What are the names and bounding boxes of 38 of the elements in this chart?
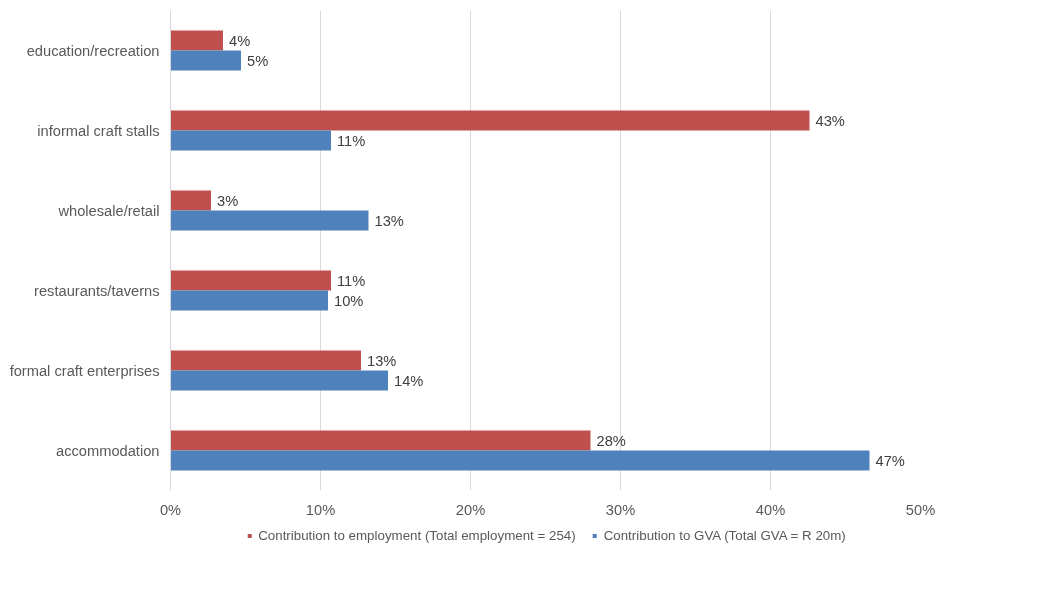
y-tick-label: accommodation [56,442,160,459]
y-tick-label: wholesale/retail [57,202,160,219]
bar [170,370,388,391]
data-label: 3% [217,192,239,209]
x-tick-label: 30% [605,501,636,518]
data-label: 5% [247,52,269,69]
data-label: 4% [229,32,251,49]
bar [170,210,369,231]
data-label: 13% [367,352,397,369]
data-label: 28% [596,432,626,449]
data-label: 11% [337,272,366,289]
bar [170,290,328,311]
data-label: 13% [374,212,404,229]
legend-label: Contribution to GVA (Total GVA = R 20m) [603,527,846,543]
bar [170,430,591,451]
y-tick-label: formal craft enterprises [9,362,160,379]
bar [170,450,870,471]
data-label: 14% [394,372,424,389]
bar [170,110,810,131]
bar [170,270,331,291]
bar [170,50,241,71]
data-label: 43% [815,112,845,129]
x-tick-label: 20% [455,501,486,518]
bar [170,130,331,151]
data-label: 10% [334,292,364,309]
x-tick-label: 40% [755,501,786,518]
bar [170,30,223,51]
legend-label: Contribution to employment (Total employment = 254) [258,527,576,543]
x-tick-label: 10% [305,501,336,518]
data-label: 47% [875,452,905,469]
data-label: 11% [337,132,366,149]
y-tick-label: education/recreation [26,42,160,59]
x-tick-label: 50% [905,501,936,518]
y-tick-label: informal craft stalls [37,122,160,139]
y-tick-label: restaurants/taverns [34,282,160,299]
bar [170,350,361,371]
bar [170,190,211,211]
x-tick-label: 0% [159,501,182,518]
